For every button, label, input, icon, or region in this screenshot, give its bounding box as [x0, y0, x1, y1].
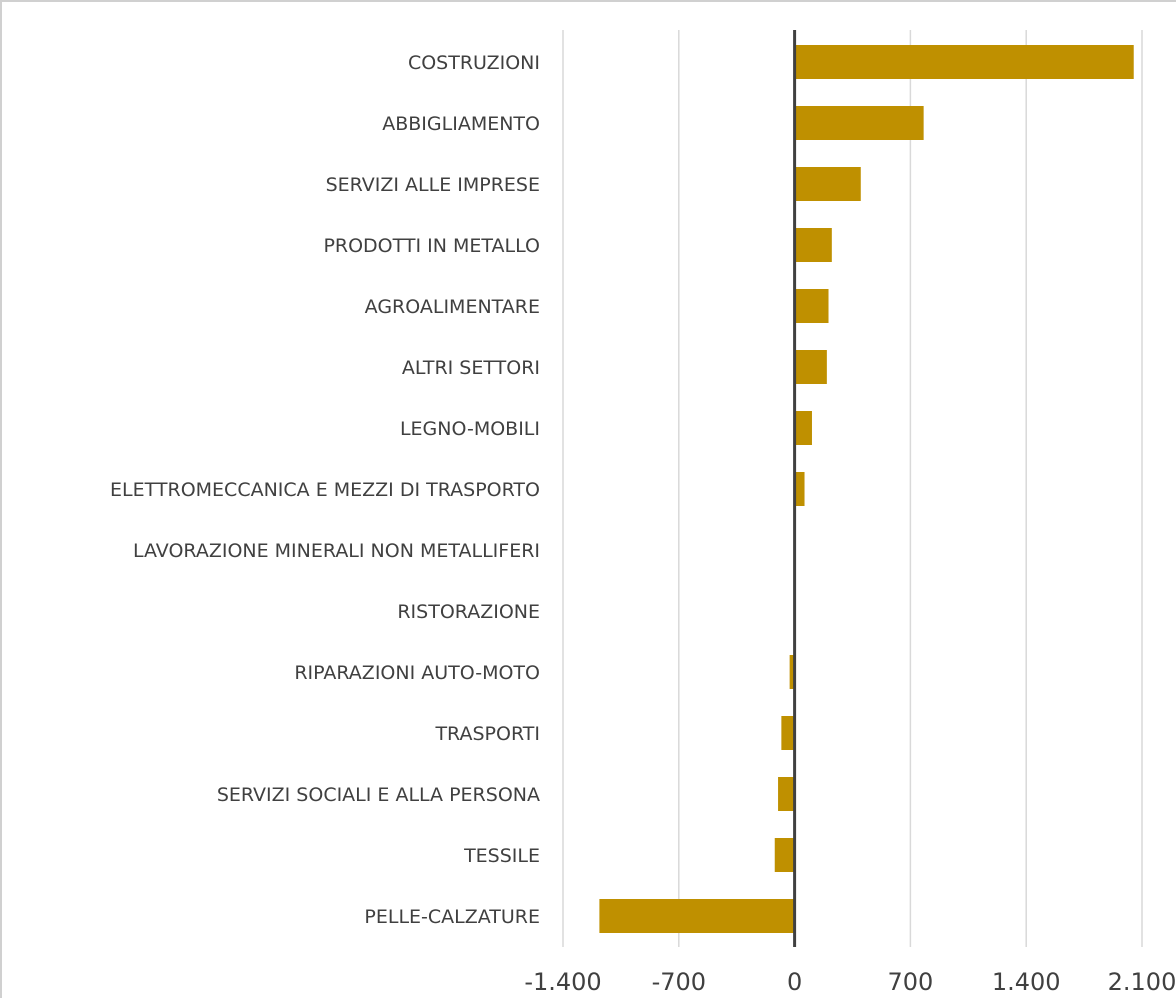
category-label: SERVIZI ALLE IMPRESE [326, 174, 540, 196]
bar [794, 106, 924, 140]
bar [794, 350, 827, 384]
bar [794, 289, 829, 323]
bar [794, 411, 812, 445]
category-label: ABBIGLIAMENTO [382, 113, 540, 135]
category-label: RIPARAZIONI AUTO-MOTO [294, 662, 540, 684]
category-label: ELETTROMECCANICA E MEZZI DI TRASPORTO [110, 479, 540, 501]
bar [781, 716, 795, 750]
bar [599, 899, 795, 933]
bar [789, 655, 795, 689]
category-label: AGROALIMENTARE [365, 296, 540, 318]
bar [794, 472, 805, 506]
bar [794, 45, 1134, 79]
x-tick-label: 0 [787, 968, 802, 996]
x-tick-label: -700 [652, 968, 706, 996]
bar [778, 777, 795, 811]
category-label: ALTRI SETTORI [402, 357, 540, 379]
category-label: SERVIZI SOCIALI E ALLA PERSONA [217, 784, 540, 806]
bar [774, 838, 795, 872]
category-label: LAVORAZIONE MINERALI NON METALLIFERI [133, 540, 540, 562]
bar [794, 228, 832, 262]
bar [794, 167, 861, 201]
category-label: PELLE-CALZATURE [364, 906, 540, 928]
category-label: LEGNO-MOBILI [400, 418, 540, 440]
x-tick-label: 2.100 [1108, 968, 1176, 996]
x-tick-label: -1.400 [524, 968, 601, 996]
x-tick-label: 1.400 [992, 968, 1061, 996]
category-label: TRASPORTI [434, 723, 540, 745]
category-label: TESSILE [463, 845, 540, 867]
category-label: COSTRUZIONI [408, 52, 540, 74]
category-label: PRODOTTI IN METALLO [323, 235, 540, 257]
category-label: RISTORAZIONE [397, 601, 540, 623]
x-tick-label: 700 [887, 968, 933, 996]
